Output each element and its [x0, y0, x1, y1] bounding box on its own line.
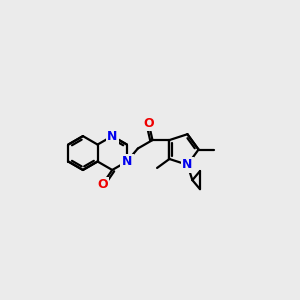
Text: O: O: [97, 178, 108, 191]
Text: N: N: [107, 130, 117, 142]
Text: N: N: [182, 158, 193, 171]
Text: O: O: [143, 117, 154, 130]
Text: N: N: [122, 155, 132, 168]
